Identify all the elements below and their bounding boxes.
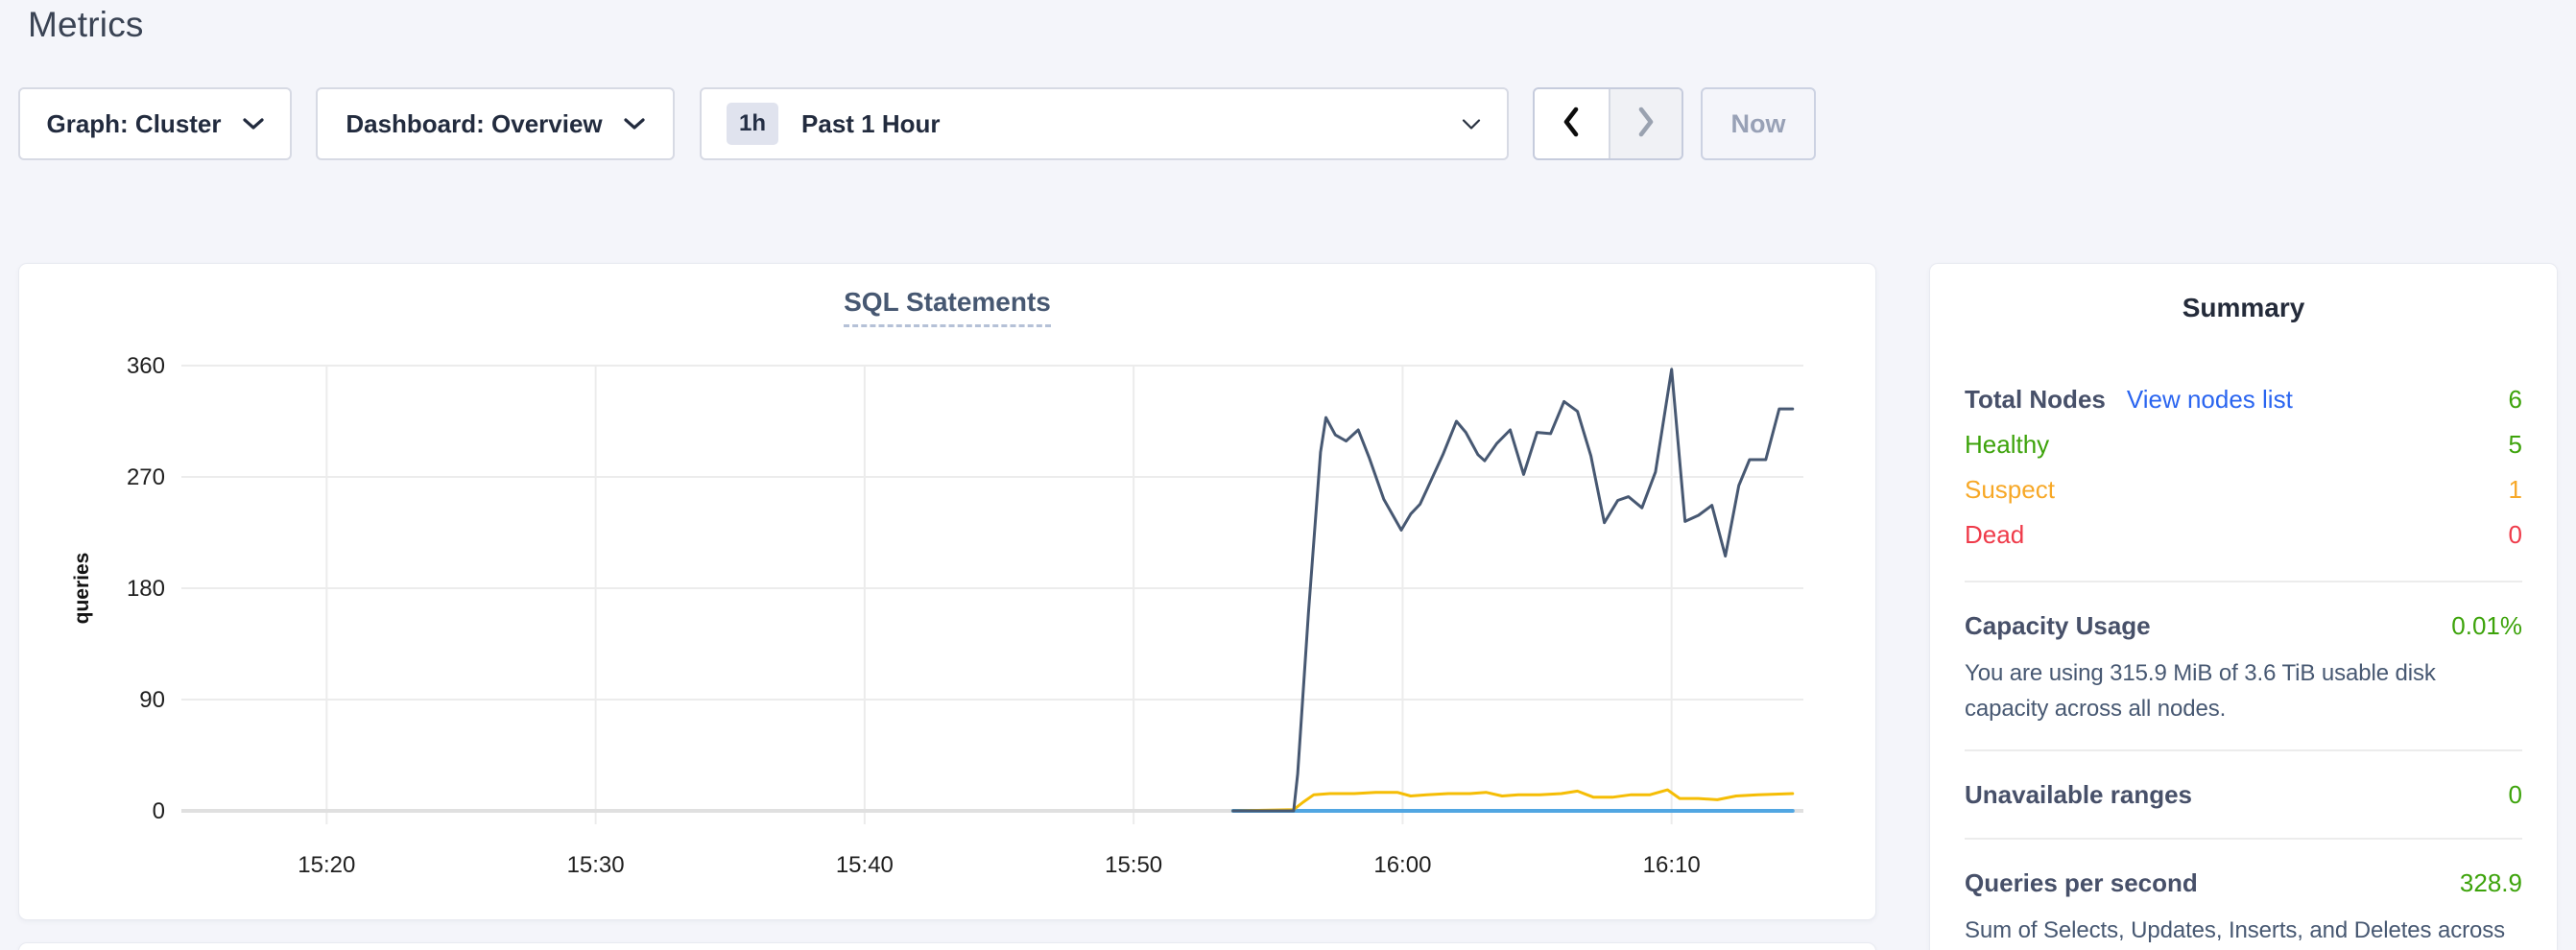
queries-per-second-value: 328.9 [2459,867,2522,897]
y-tick-label: 270 [127,464,165,490]
total-nodes-value: 6 [2508,385,2522,414]
sql-statements-chart[interactable]: 15:20 15:30 15:40 15:50 16:00 16:10 0 90 180 270 3… [19,264,1877,921]
x-tick-label: 15:30 [567,852,625,878]
time-range-badge: 1h [727,103,779,145]
now-button-label: Now [1730,108,1786,138]
series-yellow-line [1231,788,1795,813]
chevron-left-icon [1561,106,1582,143]
divider [1965,581,2522,582]
healthy-label: Healthy [1965,430,2050,459]
y-axis-label: queries [71,553,93,625]
total-nodes-row: Total Nodes View nodes list 6 [1965,377,2522,422]
dashboard-dropdown[interactable]: Dashboard: Overview [316,87,675,160]
x-tick-label: 15:20 [298,852,355,878]
summary-panel: Summary Total Nodes View nodes list 6 He… [1929,263,2558,950]
dead-value: 0 [2508,520,2522,549]
chevron-down-icon [242,117,264,131]
now-button[interactable]: Now [1701,87,1816,160]
suspect-label: Suspect [1965,475,2055,504]
total-nodes-label: Total Nodes [1965,385,2106,414]
sql-statements-chart-card: SQL Statements 15:20 15:30 15:40 15:50 16:00… [18,263,1876,920]
time-range-selector[interactable]: 1h Past 1 Hour [700,87,1509,160]
x-tick-label: 15:40 [836,852,894,878]
y-tick-label: 0 [153,798,165,824]
x-tick-label: 16:00 [1373,852,1431,878]
queries-per-second-row: Queries per second 328.9 [1965,863,2522,903]
divider [1965,749,2522,751]
time-back-button[interactable] [1535,89,1609,158]
capacity-usage-value: 0.01% [2451,610,2522,640]
capacity-usage-label: Capacity Usage [1965,610,2151,640]
dashboard-dropdown-label: Dashboard: Overview [346,108,603,138]
y-tick-label: 90 [139,687,165,713]
dead-label: Dead [1965,520,2025,549]
unavailable-ranges-value: 0 [2508,779,2522,809]
chart-title[interactable]: SQL Statements [844,287,1051,327]
unavailable-ranges-row: Unavailable ranges 0 [1965,774,2522,815]
y-tick-label: 180 [127,576,165,602]
queries-per-second-label: Queries per second [1965,867,2198,897]
time-range-label: Past 1 Hour [801,108,941,138]
divider [1965,838,2522,840]
healthy-value: 5 [2508,430,2522,459]
chart-title-wrap: SQL Statements [19,287,1875,327]
x-tick-label: 16:10 [1643,852,1701,878]
series-navy-line [1231,368,1795,813]
summary-title: Summary [2182,293,2305,322]
chevron-right-icon [1635,106,1657,143]
chevron-down-icon [1461,118,1482,131]
page-title: Metrics [28,5,144,44]
x-tick-label: 15:50 [1105,852,1162,878]
capacity-usage-description: You are using 315.9 MiB of 3.6 TiB usabl… [1965,660,2436,722]
time-pager [1533,87,1683,160]
next-chart-card-partial [18,942,1876,950]
graph-dropdown-label: Graph: Cluster [46,108,222,138]
suspect-value: 1 [2508,475,2522,504]
unavailable-ranges-label: Unavailable ranges [1965,779,2192,809]
chevron-down-icon [624,117,645,131]
view-nodes-list-link[interactable]: View nodes list [2126,385,2293,414]
y-tick-label: 360 [127,353,165,379]
capacity-usage-row: Capacity Usage 0.01% [1965,606,2522,646]
nodes-status-block: Total Nodes View nodes list 6 Healthy 5 … [1965,377,2522,558]
time-forward-button[interactable] [1608,89,1682,158]
graph-dropdown[interactable]: Graph: Cluster [18,87,292,160]
dead-nodes-row: Dead 0 [1965,512,2522,558]
healthy-nodes-row: Healthy 5 [1965,422,2522,467]
suspect-nodes-row: Suspect 1 [1965,467,2522,512]
queries-per-second-description: Sum of Selects, Updates, Inserts, and De… [1965,917,2506,943]
